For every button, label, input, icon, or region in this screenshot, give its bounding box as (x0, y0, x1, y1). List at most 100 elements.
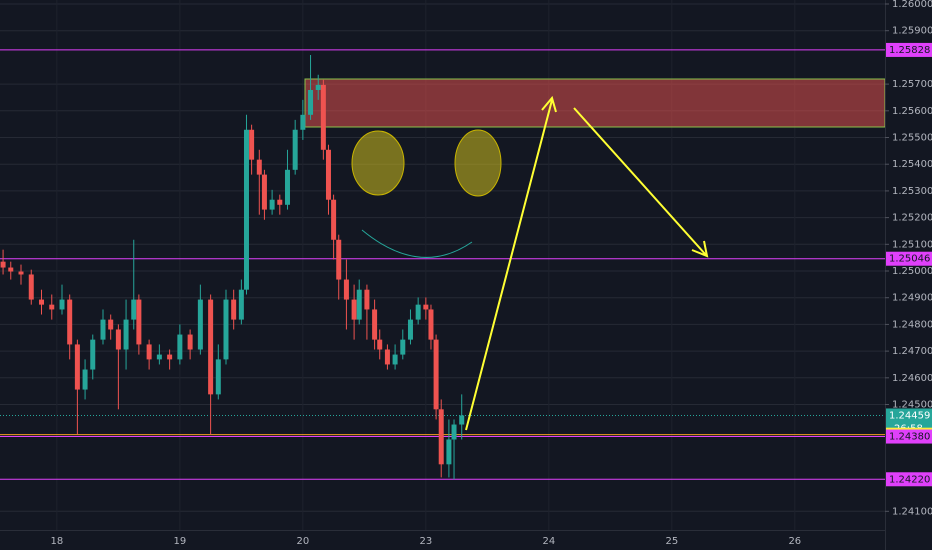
candle-body (377, 339, 383, 350)
candle-body (28, 274, 34, 300)
y-tick-label: 1.25000 (892, 266, 932, 277)
candle-body (90, 339, 96, 370)
axes: 1.26000 1.25900 1.25700 1.25600 1.25500 1.254… (51, 0, 932, 547)
y-tick-label: 1.25200 (892, 213, 932, 224)
candle-body (392, 354, 398, 365)
candle-body (308, 89, 314, 115)
candle-body (256, 159, 262, 175)
x-tick-label: 19 (174, 536, 187, 547)
price-label: 1.24380 (889, 432, 930, 443)
candle-body (177, 334, 183, 360)
candle-body (82, 369, 88, 390)
candle-body (336, 239, 342, 280)
candle-body (451, 424, 457, 440)
price-label-bg (886, 472, 932, 487)
arrow-down (573, 107, 709, 258)
candle-body (428, 309, 434, 340)
candles (0, 55, 465, 480)
candle-body (156, 354, 162, 360)
smile (361, 229, 473, 258)
y-tick-label: 1.25700 (892, 79, 932, 90)
candle-body (433, 339, 439, 410)
y-tick-label: 1.25900 (892, 26, 932, 37)
candle-body (284, 169, 290, 205)
y-tick-label: 1.24800 (892, 319, 932, 330)
eye-left (351, 130, 405, 196)
x-tick-label: 18 (51, 536, 64, 547)
candle-body (59, 299, 65, 310)
candle-body (74, 344, 80, 390)
candle-body (243, 129, 249, 290)
x-tick-label: 20 (296, 536, 309, 547)
candle-body (325, 149, 331, 200)
candle-body (423, 304, 429, 310)
candle-body (167, 354, 173, 360)
candle-body (108, 319, 114, 330)
y-tick-label: 1.24900 (892, 293, 932, 304)
y-tick-label: 1.24600 (892, 373, 932, 384)
candle-body (67, 299, 73, 345)
candle-body (407, 319, 413, 340)
candle-body (39, 299, 45, 305)
y-tick-label: 1.25600 (892, 106, 932, 117)
candle-body (331, 199, 337, 240)
candle-body (320, 84, 326, 150)
price-label-bg (886, 251, 932, 266)
candle-body (292, 129, 298, 170)
candle-body (343, 279, 349, 300)
candle-body (356, 289, 362, 320)
arrows (465, 95, 709, 431)
candle-body (136, 299, 142, 345)
candle-body (384, 349, 390, 365)
y-tick-label: 1.24500 (892, 400, 932, 411)
candle-body (238, 289, 244, 320)
candle-body (131, 299, 137, 320)
candle-body (351, 299, 357, 320)
candle-body (269, 199, 275, 210)
candle-body (459, 415, 465, 425)
candle-body (223, 299, 229, 360)
x-tick-label: 24 (542, 536, 555, 547)
candle-body (277, 199, 283, 205)
price-label: 1.24220 (889, 474, 930, 485)
y-tick-label: 1.25300 (892, 186, 932, 197)
candle-body (123, 319, 129, 350)
candle-body (115, 329, 121, 350)
price-label-bg (886, 429, 932, 444)
candle-body (187, 334, 193, 350)
y-tick-label: 1.25500 (892, 133, 932, 144)
candle-body (0, 261, 6, 268)
candle-body (49, 304, 55, 310)
y-tick-label: 1.24100 (892, 506, 932, 517)
candle-body (249, 129, 255, 160)
candle-body (438, 409, 444, 465)
y-tick-label: 1.25100 (892, 239, 932, 250)
x-tick-label: 25 (665, 536, 678, 547)
price-label-bg (886, 42, 932, 57)
candle-body (8, 267, 14, 272)
y-tick-label: 1.26000 (892, 0, 932, 10)
arrow-up (465, 95, 557, 431)
price-label: 1.25046 (889, 254, 930, 265)
candle-body (100, 319, 106, 340)
supply-zone (304, 78, 886, 128)
candle-body (261, 174, 267, 210)
candle-body (215, 359, 221, 395)
candle-body (315, 84, 321, 90)
y-tick-label: 1.24700 (892, 346, 932, 357)
x-tick-label: 26 (788, 536, 801, 547)
candle-body (208, 299, 214, 395)
candle-body (18, 271, 24, 275)
x-tick-label: 23 (419, 536, 432, 547)
price-label: 1.24459 (889, 410, 930, 421)
eye-right (454, 129, 502, 197)
candle-body (400, 339, 406, 355)
candle-body (146, 344, 152, 360)
grid (0, 0, 885, 530)
candle-body (415, 304, 421, 320)
candle-body (300, 114, 306, 130)
candle-body (372, 309, 378, 340)
candle-body (197, 299, 203, 350)
